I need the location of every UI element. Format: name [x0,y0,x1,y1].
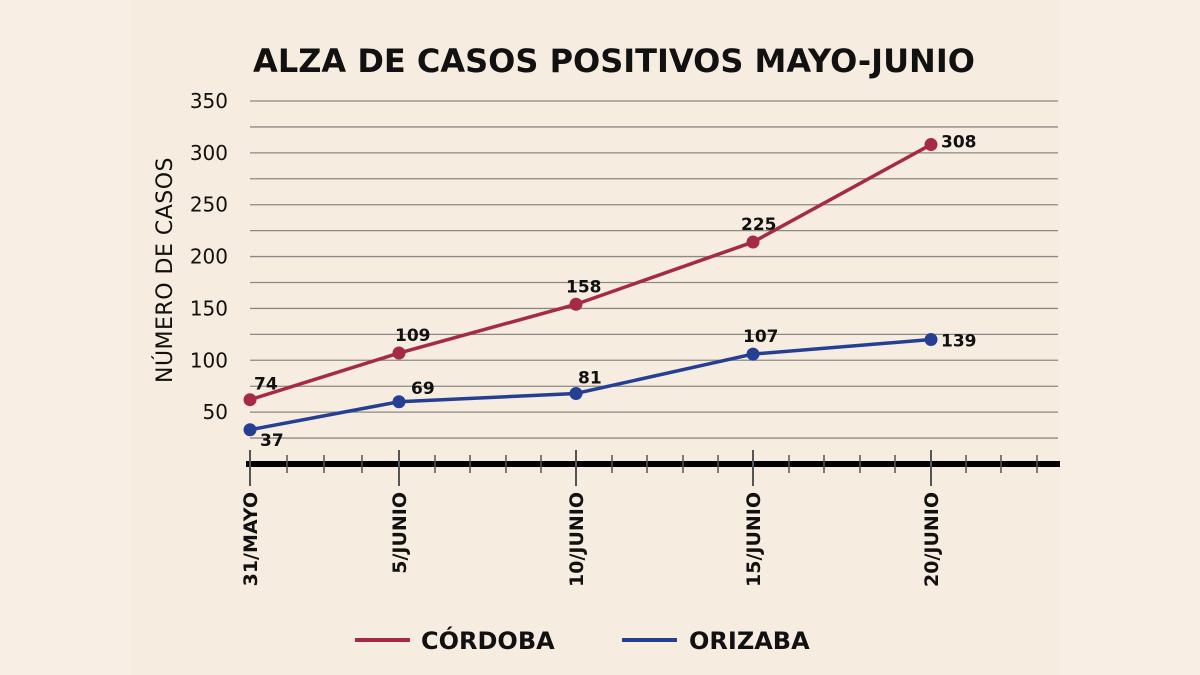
x-axis: 31/MAYO 5/JUNIO 10/JUNIO 15/JUNIO 20/JUNIO [240,450,1060,587]
series-line [248,142,933,402]
right-margin-band [1060,0,1200,675]
series-córdoba: 74 109 158 225 308 [243,133,977,407]
chart-panel [130,0,1060,675]
y-tick-label: 50 [203,400,228,424]
data-point [746,347,760,361]
legend: CÓRDOBA ORIZABA [355,625,810,655]
legend-label: ORIZABA [689,627,810,655]
data-label: 225 [741,215,777,235]
data-label: 37 [260,431,284,451]
data-point [243,393,257,407]
y-tick-label: 150 [190,296,228,320]
data-label: 109 [395,326,431,346]
x-tick-label: 15/JUNIO [743,492,765,587]
y-tick-label: 100 [190,348,228,372]
data-label: 81 [578,368,602,388]
data-label: 74 [254,375,278,395]
y-tick-label: 250 [190,193,228,217]
data-label: 107 [743,327,779,347]
data-point [392,395,406,409]
data-point [569,297,583,311]
y-axis-ticks: 50 100 150 200 250 300 350 [190,89,228,424]
y-tick-label: 300 [190,141,228,165]
data-label: 69 [411,379,435,399]
data-point [924,333,938,347]
data-point [924,138,938,152]
data-label: 308 [941,133,977,153]
x-tick-label: 10/JUNIO [566,492,588,587]
data-label: 158 [566,277,602,297]
series-layer: 74 109 158 225 308 37 69 81 107 139 [243,133,977,451]
x-tick-label: 31/MAYO [240,492,262,586]
y-tick-label: 200 [190,245,228,269]
data-label: 139 [941,332,977,352]
y-tick-label: 350 [190,89,228,113]
legend-label: CÓRDOBA [421,625,555,655]
x-tick-label: 5/JUNIO [389,492,411,574]
data-point [392,346,406,360]
series-orizaba: 37 69 81 107 139 [243,327,977,451]
data-point [243,423,257,437]
data-point [569,386,583,400]
data-point [746,235,760,249]
gridlines [250,100,1058,439]
left-margin-band [0,0,130,675]
chart-title: ALZA DE CASOS POSITIVOS MAYO-JUNIO [253,42,975,80]
y-axis-label: NÚMERO DE CASOS [152,157,178,383]
x-tick-label: 20/JUNIO [921,492,943,587]
